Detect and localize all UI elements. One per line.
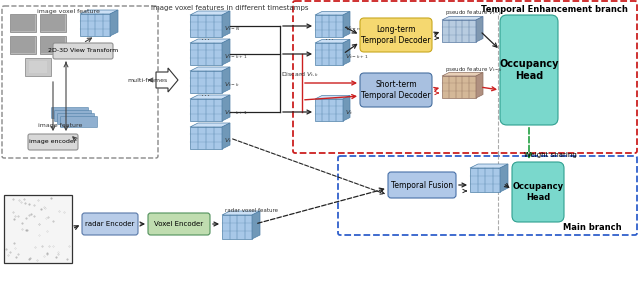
Polygon shape <box>222 215 252 239</box>
Text: Occupancy
Head: Occupancy Head <box>499 59 559 81</box>
Polygon shape <box>343 12 350 37</box>
Polygon shape <box>80 10 118 14</box>
Text: $V_{t-k}$: $V_{t-k}$ <box>224 81 240 89</box>
Text: $V_{t-n}$: $V_{t-n}$ <box>345 25 361 33</box>
Text: Long-term
Temporal Decoder: Long-term Temporal Decoder <box>361 25 431 45</box>
Bar <box>29 61 47 73</box>
Text: radar voxel feature: radar voxel feature <box>225 207 278 213</box>
Bar <box>40 36 66 54</box>
Polygon shape <box>156 68 178 92</box>
Text: radar Encoder: radar Encoder <box>85 221 134 227</box>
Polygon shape <box>343 95 350 121</box>
Polygon shape <box>442 72 483 76</box>
Bar <box>41 15 65 31</box>
Polygon shape <box>190 123 230 127</box>
Polygon shape <box>190 15 222 37</box>
Polygon shape <box>476 16 483 42</box>
Text: $V_{t-k+1}$: $V_{t-k+1}$ <box>224 53 248 61</box>
Text: Main branch: Main branch <box>563 224 622 233</box>
Text: multi-frames: multi-frames <box>128 78 168 83</box>
Polygon shape <box>442 20 476 42</box>
Polygon shape <box>80 14 110 36</box>
Text: image encoder: image encoder <box>29 140 77 145</box>
Polygon shape <box>222 39 230 65</box>
Bar <box>40 14 66 32</box>
Text: 2D-3D View Transform: 2D-3D View Transform <box>48 48 118 53</box>
Text: Discard $V_{t,k}$: Discard $V_{t,k}$ <box>281 71 319 79</box>
Polygon shape <box>315 15 343 37</box>
Text: image voxel feature: image voxel feature <box>36 8 99 14</box>
Polygon shape <box>190 39 230 43</box>
Text: Temporal Fusion: Temporal Fusion <box>391 181 453 190</box>
Polygon shape <box>190 71 222 93</box>
FancyBboxPatch shape <box>512 162 564 222</box>
Text: Voxel Encoder: Voxel Encoder <box>154 221 204 227</box>
Bar <box>10 14 36 32</box>
FancyBboxPatch shape <box>51 108 88 119</box>
FancyBboxPatch shape <box>388 172 456 198</box>
Text: image voxel features in different timestamps: image voxel features in different timest… <box>151 5 308 11</box>
Polygon shape <box>442 16 483 20</box>
Polygon shape <box>190 43 222 65</box>
Text: pseudo feature $V_{t-y}$: pseudo feature $V_{t-y}$ <box>445 9 503 19</box>
Polygon shape <box>190 11 230 15</box>
Polygon shape <box>190 127 222 149</box>
Bar <box>11 37 35 53</box>
Text: pseudo feature $V_{t-k}$: pseudo feature $V_{t-k}$ <box>445 65 503 74</box>
Text: Weight sharing: Weight sharing <box>524 152 577 158</box>
Polygon shape <box>222 95 230 121</box>
Polygon shape <box>315 43 343 65</box>
FancyBboxPatch shape <box>148 213 210 235</box>
Text: ...: ... <box>202 32 211 42</box>
FancyBboxPatch shape <box>500 15 558 125</box>
FancyBboxPatch shape <box>82 213 138 235</box>
Text: $V_{t-k+1}$: $V_{t-k+1}$ <box>224 109 248 117</box>
Polygon shape <box>252 211 260 239</box>
Polygon shape <box>190 67 230 71</box>
Polygon shape <box>315 12 350 15</box>
Text: $V_{t-N}$: $V_{t-N}$ <box>224 25 241 33</box>
Bar <box>4 195 72 263</box>
Polygon shape <box>470 168 500 192</box>
Text: $V_{t-k+1}$: $V_{t-k+1}$ <box>345 53 369 61</box>
Bar <box>11 15 35 31</box>
Polygon shape <box>343 40 350 65</box>
Polygon shape <box>500 164 508 192</box>
FancyBboxPatch shape <box>54 110 92 121</box>
Polygon shape <box>190 95 230 99</box>
Polygon shape <box>222 211 260 215</box>
FancyBboxPatch shape <box>360 18 432 52</box>
Text: image feature: image feature <box>38 123 82 128</box>
Text: ...: ... <box>202 88 211 98</box>
Text: Temporal Enhancement branch: Temporal Enhancement branch <box>481 5 628 14</box>
Bar <box>10 36 36 54</box>
Text: $V_t$: $V_t$ <box>345 109 353 117</box>
Polygon shape <box>476 72 483 98</box>
Text: ...: ... <box>324 32 333 42</box>
FancyBboxPatch shape <box>53 43 113 59</box>
FancyBboxPatch shape <box>28 134 78 150</box>
FancyBboxPatch shape <box>61 117 97 128</box>
Text: Occupancy
Head: Occupancy Head <box>513 182 564 202</box>
Polygon shape <box>110 10 118 36</box>
Polygon shape <box>190 99 222 121</box>
Polygon shape <box>222 67 230 93</box>
Polygon shape <box>315 99 343 121</box>
Polygon shape <box>315 95 350 99</box>
Bar <box>25 58 51 76</box>
Polygon shape <box>222 123 230 149</box>
Polygon shape <box>315 40 350 43</box>
Polygon shape <box>222 11 230 37</box>
Text: Short-term
Temporal Decoder: Short-term Temporal Decoder <box>361 80 431 100</box>
Polygon shape <box>442 76 476 98</box>
FancyBboxPatch shape <box>360 73 432 107</box>
Bar <box>41 37 65 53</box>
Polygon shape <box>470 164 508 168</box>
Text: $V_t$: $V_t$ <box>224 137 232 145</box>
FancyBboxPatch shape <box>58 113 95 125</box>
